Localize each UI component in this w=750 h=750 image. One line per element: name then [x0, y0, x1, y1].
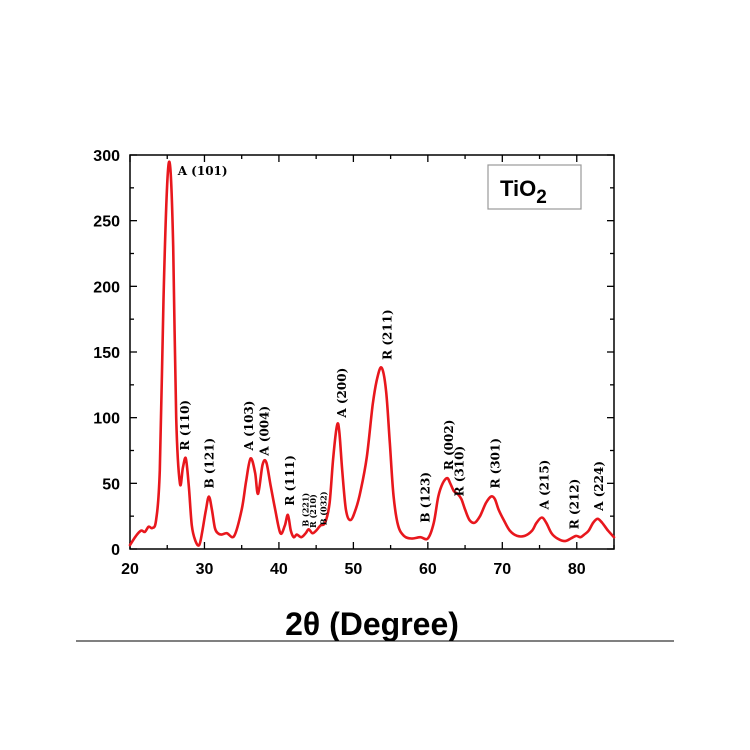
- x-tick-label: 30: [196, 561, 214, 578]
- legend-label-sub: 2: [536, 187, 547, 208]
- axis-tick-labels: 20 30 40 50 60 70 80 0 50 100 150 200 250 300: [93, 148, 585, 578]
- legend-frame: [487, 164, 582, 210]
- y-tick-label: 150: [93, 345, 120, 362]
- x-tick-label: 80: [568, 561, 586, 578]
- series-line: [128, 160, 616, 547]
- y-tick-label: 100: [93, 411, 120, 428]
- peak-label: R (310): [453, 446, 467, 497]
- x-tick-label: 20: [121, 561, 139, 578]
- peak-label: B (121): [202, 438, 216, 489]
- peak-label: A (224): [592, 461, 606, 512]
- peak-label: A (215): [537, 460, 551, 511]
- peak-label: A (200): [335, 368, 349, 419]
- x-tick-label: 40: [270, 561, 288, 578]
- y-tick-label: 300: [93, 148, 120, 165]
- axis-ticks: [129, 154, 615, 550]
- peak-label: A (101): [177, 164, 228, 178]
- peak-label: B (221): [301, 493, 311, 527]
- x-tick-label: 50: [344, 561, 362, 578]
- legend-box: TiO2: [487, 164, 582, 210]
- peak-label: R (110): [178, 400, 192, 451]
- x-tick-label: 70: [493, 561, 511, 578]
- y-tick-label: 200: [93, 279, 120, 296]
- peak-label: R (002): [442, 420, 456, 471]
- peak-label: A (103): [242, 401, 256, 452]
- peak-label: R (111): [283, 455, 297, 506]
- svg-text:TiO2: TiO2: [500, 176, 547, 208]
- peak-label: R (210): [308, 494, 318, 528]
- x-tick-label: 60: [419, 561, 437, 578]
- y-tick-label: 50: [102, 476, 120, 493]
- x-axis-label: 2θ (Degree): [285, 606, 459, 642]
- peak-label: R (211): [380, 309, 394, 360]
- y-tick-label: 250: [93, 214, 120, 231]
- peak-label: B (123): [418, 472, 432, 523]
- peak-label: R (301): [488, 438, 502, 489]
- peak-label: B (032): [319, 491, 329, 525]
- peak-label: R (212): [567, 479, 581, 530]
- peak-label: A (004): [257, 406, 271, 457]
- y-tick-label: 0: [111, 542, 120, 559]
- legend-label-main: TiO: [500, 176, 536, 201]
- peak-annotations: A (101) R (110) B (121) A (103) A (004) R (11…: [177, 164, 606, 529]
